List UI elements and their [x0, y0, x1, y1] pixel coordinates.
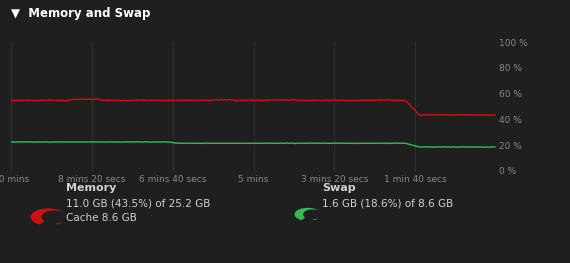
Text: Swap: Swap: [322, 183, 356, 193]
Text: 11.0 GB (43.5%) of 25.2 GB: 11.0 GB (43.5%) of 25.2 GB: [66, 199, 210, 209]
Text: Cache 8.6 GB: Cache 8.6 GB: [66, 213, 136, 223]
Text: ▼  Memory and Swap: ▼ Memory and Swap: [11, 7, 151, 19]
Text: Memory: Memory: [66, 183, 116, 193]
Text: 1.6 GB (18.6%) of 8.6 GB: 1.6 GB (18.6%) of 8.6 GB: [322, 199, 453, 209]
